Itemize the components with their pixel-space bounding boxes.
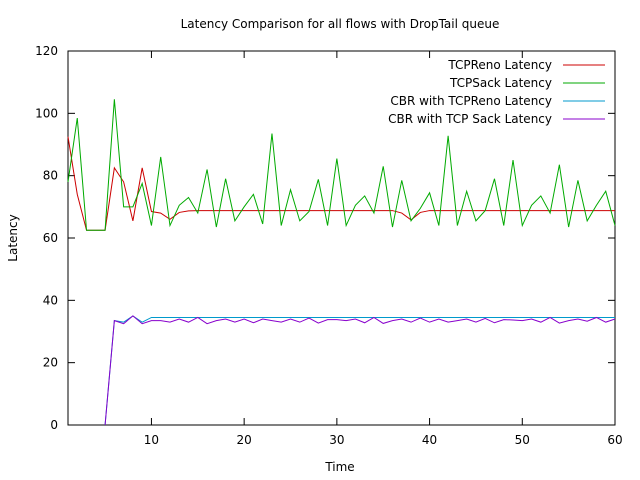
legend-label: CBR with TCPReno Latency xyxy=(390,94,552,108)
x-tick-label: 20 xyxy=(237,433,252,447)
x-tick-label: 50 xyxy=(515,433,530,447)
series-line-3 xyxy=(104,315,615,426)
x-tick-label: 30 xyxy=(329,433,344,447)
x-tick-label: 40 xyxy=(422,433,437,447)
y-tick-label: 0 xyxy=(50,418,58,432)
x-tick-label: 60 xyxy=(607,433,622,447)
y-tick-label: 120 xyxy=(35,44,58,58)
y-tick-label: 100 xyxy=(35,106,58,120)
y-tick-label: 20 xyxy=(43,356,58,370)
legend-label: TCPSack Latency xyxy=(449,76,552,90)
legend-label: CBR with TCP Sack Latency xyxy=(388,112,552,126)
y-tick-label: 80 xyxy=(43,169,58,183)
axis-ticks: 0 20 40 60 80 100 120 10 20 30 40 50 60 xyxy=(35,44,623,447)
series-layer xyxy=(67,99,616,426)
series-line-4 xyxy=(104,315,616,426)
legend: TCPReno Latency TCPSack Latency CBR with T… xyxy=(388,58,605,126)
x-tick-label: 10 xyxy=(144,433,159,447)
series-line-2 xyxy=(67,99,616,231)
series-line-1 xyxy=(67,136,615,231)
chart-title: Latency Comparison for all flows with Dr… xyxy=(181,17,500,31)
y-tick-label: 40 xyxy=(43,293,58,307)
y-tick-label: 60 xyxy=(43,231,58,245)
y-axis-label: Latency xyxy=(6,214,20,261)
legend-label: TCPReno Latency xyxy=(447,58,552,72)
x-axis-label: Time xyxy=(324,460,354,474)
